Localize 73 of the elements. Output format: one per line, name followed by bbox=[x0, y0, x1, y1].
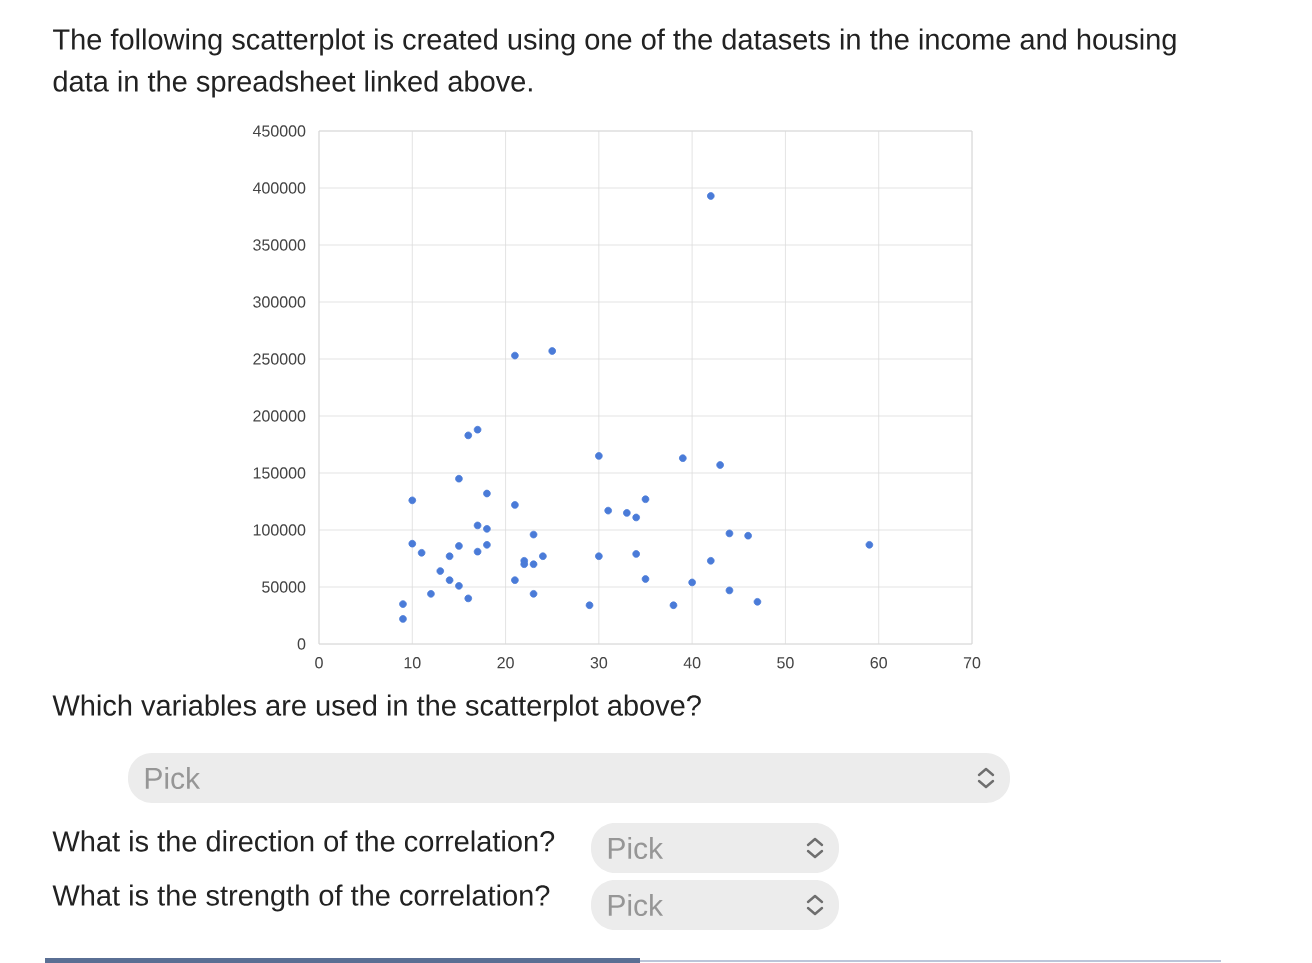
point bbox=[483, 489, 491, 498]
x-tick-label: 10 bbox=[404, 657, 421, 669]
point bbox=[669, 601, 678, 610]
point bbox=[445, 552, 454, 561]
point bbox=[632, 550, 640, 558]
point bbox=[529, 560, 538, 568]
y-tick-label: 50000 bbox=[262, 581, 306, 593]
point bbox=[529, 590, 538, 598]
x-tick-label: 60 bbox=[870, 657, 887, 669]
point bbox=[632, 513, 640, 522]
point bbox=[707, 192, 715, 200]
x-tick-label: 30 bbox=[590, 657, 608, 669]
point bbox=[483, 525, 491, 533]
text: Pick bbox=[145, 766, 201, 789]
point bbox=[399, 615, 407, 623]
point bbox=[445, 576, 454, 584]
point bbox=[473, 521, 482, 530]
x-tick-label: 40 bbox=[683, 657, 701, 669]
y-tick-label: 450000 bbox=[252, 125, 306, 137]
point bbox=[585, 601, 594, 610]
point bbox=[604, 506, 612, 515]
point bbox=[679, 454, 687, 462]
text: Pick bbox=[608, 836, 664, 859]
x-tick-label: 50 bbox=[777, 657, 794, 669]
y-tick-label: 200000 bbox=[253, 410, 306, 422]
point bbox=[716, 461, 724, 469]
point bbox=[539, 552, 547, 561]
point bbox=[436, 567, 445, 575]
point bbox=[529, 530, 538, 539]
y-tick-label: 400000 bbox=[252, 182, 306, 194]
point bbox=[455, 582, 463, 590]
y-tick-label: 350000 bbox=[253, 239, 306, 251]
point bbox=[427, 590, 435, 598]
point bbox=[417, 549, 426, 557]
chart-title: The following scatterplot is created using one of the datasets in the income and housing data in the spreadsheet linked above. bbox=[53, 28, 1176, 98]
point bbox=[483, 541, 491, 549]
point bbox=[595, 452, 603, 460]
x-tick-label: 70 bbox=[963, 657, 981, 669]
point bbox=[744, 531, 752, 540]
point bbox=[464, 594, 473, 603]
y-tick-label: 0 bbox=[297, 638, 306, 650]
point bbox=[455, 474, 463, 483]
point bbox=[408, 496, 417, 505]
point bbox=[623, 509, 631, 517]
point bbox=[548, 347, 557, 355]
point bbox=[641, 575, 650, 583]
text: Which variables are used in the scatterplot above? bbox=[52, 694, 701, 722]
point bbox=[473, 547, 482, 556]
x-tick-label: 20 bbox=[497, 657, 514, 669]
y-tick-label: 250000 bbox=[253, 353, 306, 365]
point bbox=[707, 556, 715, 565]
point bbox=[455, 542, 463, 550]
text: What is the strength of the correlation? bbox=[52, 884, 550, 912]
point bbox=[511, 351, 519, 360]
y-tick-label: 300000 bbox=[253, 296, 306, 308]
x-tick-label: 0 bbox=[315, 657, 323, 669]
point bbox=[511, 576, 519, 584]
point bbox=[399, 600, 407, 608]
y-tick-label: 150000 bbox=[253, 467, 306, 479]
point bbox=[511, 501, 519, 509]
point bbox=[753, 598, 762, 606]
point bbox=[865, 541, 874, 549]
point bbox=[408, 539, 417, 548]
point bbox=[725, 586, 734, 595]
point bbox=[595, 552, 603, 561]
point bbox=[725, 529, 734, 538]
text: Pick bbox=[608, 893, 664, 916]
point bbox=[473, 425, 482, 434]
text: What is the direction of the correlation? bbox=[52, 830, 555, 852]
point bbox=[464, 431, 473, 440]
point bbox=[688, 578, 696, 587]
y-tick-label: 100000 bbox=[253, 524, 306, 536]
point bbox=[641, 495, 650, 504]
